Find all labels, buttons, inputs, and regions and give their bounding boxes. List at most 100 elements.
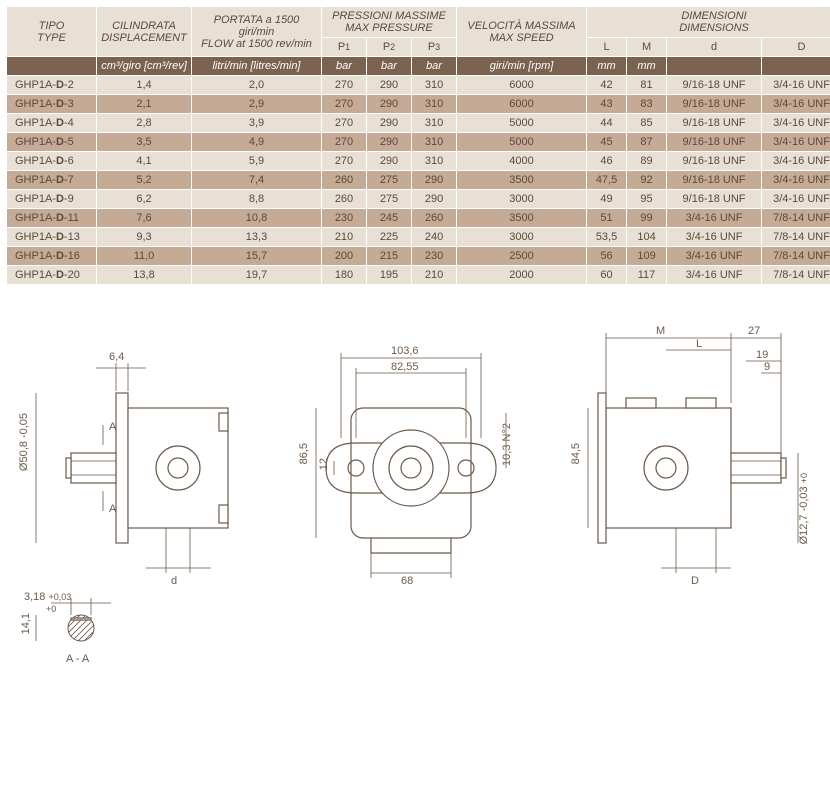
table-cell: 310 [412,133,457,152]
table-cell: 104 [627,228,667,247]
table-cell: 13,8 [97,266,192,285]
th-cil: CILINDRATADISPLACEMENT [97,7,192,57]
table-cell: 310 [412,76,457,95]
table-cell: GHP1A-D-5 [7,133,97,152]
table-cell: 3/4-16 UNF [762,133,830,152]
table-cell: 270 [322,133,367,152]
table-cell: 87 [627,133,667,152]
lbl-AA: A - A [66,653,89,665]
table-cell: 290 [367,152,412,171]
lbl-103: 10,3 N°2 [501,423,513,466]
table-cell: 275 [367,190,412,209]
table-cell: 7/8-14 UNF [762,209,830,228]
table-cell: GHP1A-D-3 [7,95,97,114]
table-cell: GHP1A-D-11 [7,209,97,228]
table-cell: 5,2 [97,171,192,190]
table-cell: 230 [322,209,367,228]
table-cell: 5,9 [192,152,322,171]
table-cell: GHP1A-D-9 [7,190,97,209]
table-cell: 290 [412,171,457,190]
table-cell: 200 [322,247,367,266]
table-cell: 270 [322,95,367,114]
table-cell: 3/4-16 UNF [667,266,762,285]
table-cell: 290 [367,133,412,152]
table-row: GHP1A-D-96,28,8260275290300049959/16-18 … [7,190,830,209]
table-cell: 3500 [457,171,587,190]
table-cell: 95 [627,190,667,209]
lbl-19: 19 [756,349,768,361]
table-row: GHP1A-D-2013,819,71801952102000601173/4-… [7,266,830,285]
lbl-A1: A [109,421,116,433]
th-tipo: TIPOTYPE [7,7,97,57]
table-cell: 3/4-16 UNF [762,76,830,95]
table-cell: 3000 [457,190,587,209]
table-cell: 290 [367,95,412,114]
table-cell: 2,9 [192,95,322,114]
th-flow: PORTATA a 1500 giri/minFLOW at 1500 rev/… [192,7,322,57]
lbl-M: M [656,325,665,337]
table-row: GHP1A-D-75,27,4260275290350047,5929/16-1… [7,171,830,190]
table-cell: GHP1A-D-16 [7,247,97,266]
table-cell: 1,4 [97,76,192,95]
unit-flow: litri/min [litres/min] [192,57,322,76]
lbl-L: L [696,338,702,350]
lbl-A2: A [109,503,116,515]
lbl-141: 14,1 [20,613,32,634]
table-row: GHP1A-D-64,15,9270290310400046899/16-18 … [7,152,830,171]
table-cell: 19,7 [192,266,322,285]
lbl-9: 9 [764,361,770,373]
lbl-845: 84,5 [570,443,582,464]
table-cell: 9/16-18 UNF [667,171,762,190]
table-cell: 2,1 [97,95,192,114]
table-cell: 44 [587,114,627,133]
table-cell: 2,8 [97,114,192,133]
table-cell: 270 [322,114,367,133]
table-cell: 10,8 [192,209,322,228]
table-cell: 7/8-14 UNF [762,228,830,247]
table-cell: 3,9 [192,114,322,133]
table-cell: 260 [412,209,457,228]
table-cell: 3000 [457,228,587,247]
table-cell: 195 [367,266,412,285]
table-cell: 5000 [457,114,587,133]
table-cell: 83 [627,95,667,114]
lbl-d: d [171,575,177,587]
table-cell: 290 [412,190,457,209]
table-cell: 3/4-16 UNF [762,95,830,114]
th-dim: DIMENSIONIDIMENSIONS [587,7,830,38]
unit-p1: bar [322,57,367,76]
table-cell: 240 [412,228,457,247]
table-cell: 43 [587,95,627,114]
table-cell: 8,8 [192,190,322,209]
table-cell: 51 [587,209,627,228]
table-cell: 92 [627,171,667,190]
table-cell: 7/8-14 UNF [762,247,830,266]
table-cell: 9,3 [97,228,192,247]
th-d: d [667,38,762,57]
table-cell: 275 [367,171,412,190]
lbl-318: 3,18 +0,03+0 [24,591,71,615]
lbl-508: Ø50,8 -0,05 [18,413,30,471]
th-p1: P1 [322,38,367,57]
table-row: GHP1A-D-32,12,9270290310600043839/16-18 … [7,95,830,114]
lbl-865: 86,5 [298,443,310,464]
table-cell: 290 [367,114,412,133]
table-cell: 4,1 [97,152,192,171]
table-cell: 2000 [457,266,587,285]
table-cell: 42 [587,76,627,95]
table-cell: 3/4-16 UNF [667,228,762,247]
lbl-27: 27 [748,325,760,337]
table-cell: 7,4 [192,171,322,190]
table-cell: 290 [367,76,412,95]
table-cell: 210 [412,266,457,285]
unit-p3: bar [412,57,457,76]
lbl-68: 68 [401,575,413,587]
th-M: M [627,38,667,57]
table-cell: 109 [627,247,667,266]
table-cell: 11,0 [97,247,192,266]
table-row: GHP1A-D-1611,015,72002152302500561093/4-… [7,247,830,266]
unit-D [762,57,830,76]
th-vel: VELOCITÀ MASSIMAMAX SPEED [457,7,587,57]
lbl-8255: 82,55 [391,361,419,373]
lbl-1036: 103,6 [391,345,419,357]
